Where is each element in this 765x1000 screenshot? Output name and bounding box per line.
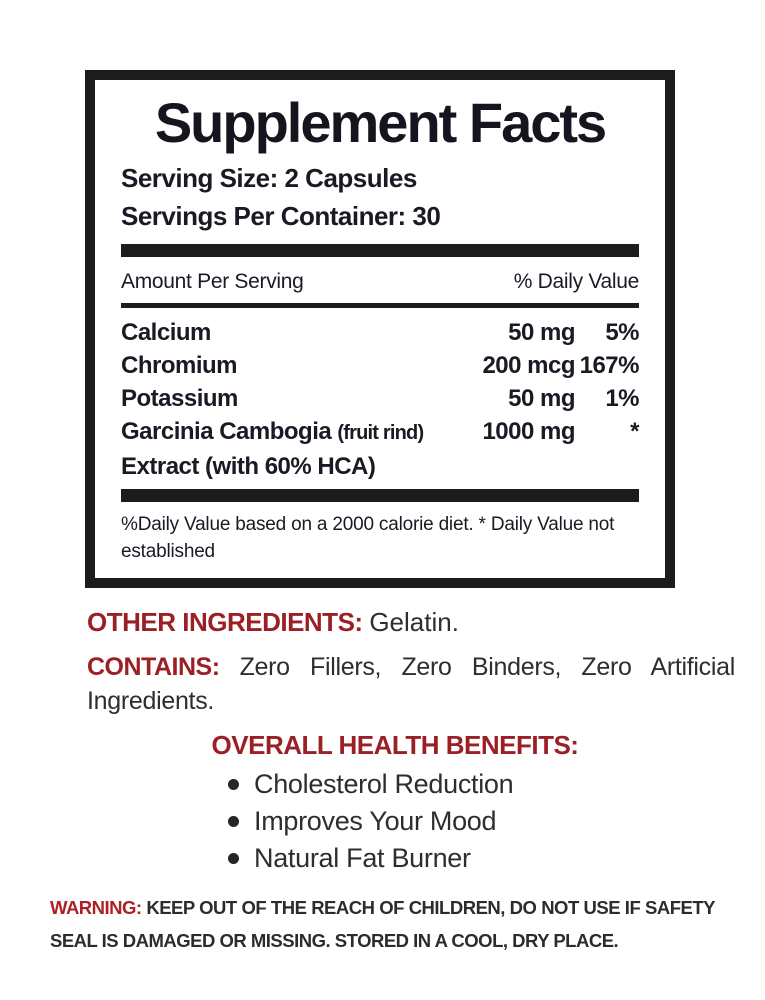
- serving-size: Serving Size: 2 Capsules: [121, 163, 417, 193]
- warning-label: WARNING:: [50, 897, 147, 918]
- table-row-continuation: Extract (with 60% HCA): [121, 450, 639, 483]
- bullet-icon: [228, 779, 239, 790]
- other-ingredients-colon: :: [354, 607, 370, 637]
- nutrient-table: Calcium 50 mg 5% Chromium 200 mcg 167% P…: [121, 316, 640, 483]
- list-item: Cholesterol Reduction: [228, 766, 765, 803]
- nutrient-amount: 50 mg: [508, 319, 575, 346]
- nutrient-name: Chromium: [121, 352, 238, 379]
- thin-divider: [121, 303, 639, 308]
- supplement-facts-title: Supplement Facts: [154, 91, 607, 154]
- thick-divider-bottom: [121, 489, 639, 502]
- nutrient-name-note: (fruit rind): [337, 422, 424, 444]
- benefits-list: Cholesterol Reduction Improves Your Mood…: [228, 766, 765, 877]
- table-row: Chromium 200 mcg 167%: [121, 349, 640, 382]
- nutrient-name: Potassium: [121, 385, 238, 412]
- benefit-label: Cholesterol Reduction: [254, 769, 514, 799]
- list-item: Natural Fat Burner: [228, 840, 765, 877]
- benefit-label: Natural Fat Burner: [254, 843, 471, 873]
- servings-per-container: Servings Per Container: 30: [121, 201, 441, 231]
- thick-divider-top: [121, 244, 639, 257]
- nutrient-daily-value: *: [630, 418, 639, 445]
- nutrient-amount: 200 mcg: [482, 352, 575, 379]
- warning-text: KEEP OUT OF THE REACH OF CHILDREN, DO NO…: [50, 897, 716, 951]
- bullet-icon: [228, 816, 239, 827]
- list-item: Improves Your Mood: [228, 803, 765, 840]
- daily-value-footnote: %Daily Value based on a 2000 calorie die…: [121, 514, 615, 562]
- nutrient-amount: 50 mg: [508, 385, 575, 412]
- contains-label: CONTAINS:: [87, 653, 240, 681]
- table-column-header: Amount Per Serving % Daily Value: [121, 268, 639, 296]
- nutrient-name-line2: Extract (with 60% HCA): [121, 453, 376, 480]
- benefits-heading: OVERALL HEALTH BENEFITS:: [211, 730, 579, 760]
- table-row: Calcium 50 mg 5%: [121, 316, 640, 349]
- table-row: Garcinia Cambogia (fruit rind) 1000 mg *: [121, 415, 640, 450]
- other-ingredients-value: Gelatin.: [369, 607, 459, 637]
- nutrient-daily-value: 167%: [579, 352, 640, 379]
- warning-paragraph: WARNING: KEEP OUT OF THE REACH OF CHILDR…: [0, 891, 765, 957]
- benefit-label: Improves Your Mood: [254, 806, 497, 836]
- nutrient-name: Calcium: [121, 319, 211, 346]
- daily-value-header: % Daily Value: [513, 270, 640, 293]
- nutrient-daily-value: 5%: [605, 319, 639, 346]
- contains-paragraph: CONTAINS: Zero Fillers, Zero Binders, Ze…: [87, 650, 735, 718]
- serving-info: Serving Size: 2 Capsules Servings Per Co…: [121, 160, 639, 234]
- supplement-facts-panel: Supplement Facts Serving Size: 2 Capsule…: [85, 70, 675, 588]
- nutrient-name: Garcinia Cambogia: [121, 418, 338, 445]
- nutrient-daily-value: 1%: [605, 385, 639, 412]
- nutrient-amount: 1000 mg: [482, 418, 575, 445]
- bullet-icon: [228, 853, 239, 864]
- other-ingredients-label: OTHER INGREDIENTS: [87, 607, 355, 637]
- other-ingredients-line: OTHER INGREDIENTS: Gelatin.: [87, 605, 765, 639]
- amount-per-serving-header: Amount Per Serving: [121, 270, 304, 293]
- table-row: Potassium 50 mg 1%: [121, 382, 640, 415]
- contains-value: Zero Fillers, Zero Binders, Zero Artific…: [87, 653, 735, 715]
